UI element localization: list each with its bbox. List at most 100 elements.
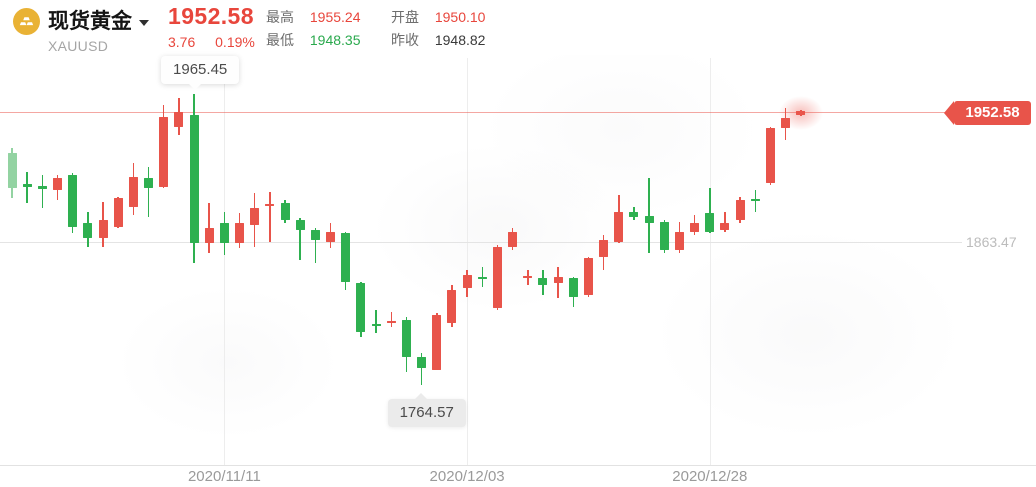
candle-body[interactable] (690, 222, 700, 232)
price-change-percent: 0.19% (215, 34, 255, 50)
stat-high-value: 1955.24 (309, 9, 361, 25)
candle-body[interactable] (750, 198, 760, 201)
candle-body[interactable] (720, 222, 730, 230)
candle-body[interactable] (53, 177, 62, 190)
candle-body[interactable] (235, 222, 245, 243)
candle-body[interactable] (326, 231, 336, 242)
latest-tick-glow (778, 96, 823, 130)
header: 现货黄金 XAUUSD 1952.58 3.76 0.19% 最高 1955.2… (0, 0, 1036, 55)
candle-body[interactable] (295, 219, 305, 230)
candle-wick (269, 192, 271, 242)
low-price-annotation: 1764.57 (387, 393, 466, 428)
candle-body[interactable] (492, 247, 502, 308)
candle-body[interactable] (159, 117, 169, 187)
candle-body[interactable] (477, 277, 487, 280)
candle-body[interactable] (22, 184, 32, 187)
candle-wick (299, 217, 301, 260)
candle-body[interactable] (386, 321, 396, 324)
stats-column-1: 最高 1955.24 最低 1948.35 (266, 6, 361, 52)
candle-body[interactable] (644, 216, 654, 223)
current-price-line (0, 112, 954, 113)
candle-wick (41, 175, 44, 208)
caret-down-icon (139, 19, 149, 26)
stat-high-label: 最高 (266, 9, 294, 25)
candle-body[interactable] (265, 204, 275, 207)
candle-body[interactable] (401, 319, 411, 358)
candle-body[interactable] (766, 128, 775, 184)
x-axis-line (0, 465, 1036, 466)
candle-body[interactable] (128, 176, 138, 207)
candle-body[interactable] (68, 175, 78, 228)
x-axis-label: 2020/11/11 (187, 468, 261, 485)
candle-body[interactable] (674, 231, 684, 250)
instrument-symbol: XAUUSD (48, 38, 109, 54)
candle-body[interactable] (659, 221, 669, 250)
candle-body[interactable] (371, 324, 381, 327)
daily-stats: 最高 1955.24 最低 1948.35 开盘 1950.10 昨收 1948… (266, 6, 485, 52)
candle-wick (724, 211, 726, 232)
candle-body[interactable] (144, 177, 154, 188)
candle-body[interactable] (523, 275, 533, 278)
watermark-texture (0, 55, 1036, 465)
current-price-tag: 1952.58 (944, 101, 1031, 125)
candle-wick (208, 203, 210, 253)
candle-wick (147, 166, 150, 218)
instrument-selector[interactable]: 现货黄金 XAUUSD (48, 5, 149, 54)
gold-ingots-glyph (19, 17, 34, 26)
stat-prev-close-label: 昨收 (390, 32, 419, 48)
candle-body[interactable] (7, 153, 17, 188)
candle-body[interactable] (250, 207, 260, 226)
candle-body[interactable] (356, 283, 366, 332)
candle-body[interactable] (796, 110, 806, 115)
candle-body[interactable] (508, 231, 518, 248)
candle-body[interactable] (705, 213, 715, 232)
candle-body[interactable] (83, 222, 93, 239)
candle-body[interactable] (614, 211, 624, 242)
price-change-row: 3.76 0.19% (168, 34, 255, 50)
candle-body[interactable] (599, 239, 609, 257)
candle-body[interactable] (310, 229, 320, 240)
candle-body[interactable] (462, 275, 472, 289)
gold-coin-icon (13, 8, 40, 35)
price-gridline-label: 1863.47 (966, 234, 1017, 250)
candle-body[interactable] (219, 222, 229, 243)
candle-body[interactable] (113, 197, 123, 228)
candle-body[interactable] (174, 111, 184, 127)
stat-open-label: 开盘 (390, 9, 419, 25)
stat-low-value: 1948.35 (309, 32, 361, 48)
candle-body[interactable] (735, 199, 745, 220)
candle-wick (26, 172, 28, 203)
candle-body[interactable] (568, 278, 578, 297)
x-axis-label: 2020/12/03 (429, 468, 505, 485)
candle-body[interactable] (553, 277, 563, 284)
candle-body[interactable] (447, 290, 457, 324)
candle-body[interactable] (204, 228, 214, 243)
candle-body[interactable] (189, 114, 199, 243)
price-block: 1952.58 3.76 0.19% (168, 3, 255, 50)
candle-body[interactable] (98, 219, 108, 239)
x-gridline (709, 58, 711, 465)
candle-body[interactable] (538, 278, 548, 286)
candle-body[interactable] (341, 232, 351, 283)
candle-wick (375, 310, 377, 334)
stat-high: 最高 1955.24 (266, 6, 361, 29)
instrument-name: 现货黄金 (48, 10, 132, 33)
stat-open: 开盘 1950.10 (391, 6, 486, 29)
price-gridline (0, 242, 962, 243)
candle-body[interactable] (781, 118, 791, 129)
x-axis-label: 2020/12/28 (672, 468, 748, 485)
candle-wick (390, 312, 392, 328)
candle-body[interactable] (629, 211, 639, 218)
candle-wick (648, 177, 650, 253)
price-change: 3.76 (168, 34, 196, 50)
candle-body[interactable] (583, 258, 593, 295)
x-gridline (467, 58, 469, 465)
stat-open-value: 1950.10 (434, 9, 486, 25)
x-gridline (224, 58, 226, 465)
candle-body[interactable] (280, 203, 290, 220)
candle-body[interactable] (37, 186, 47, 190)
candle-body[interactable] (417, 357, 427, 369)
candle-body[interactable] (432, 315, 442, 371)
